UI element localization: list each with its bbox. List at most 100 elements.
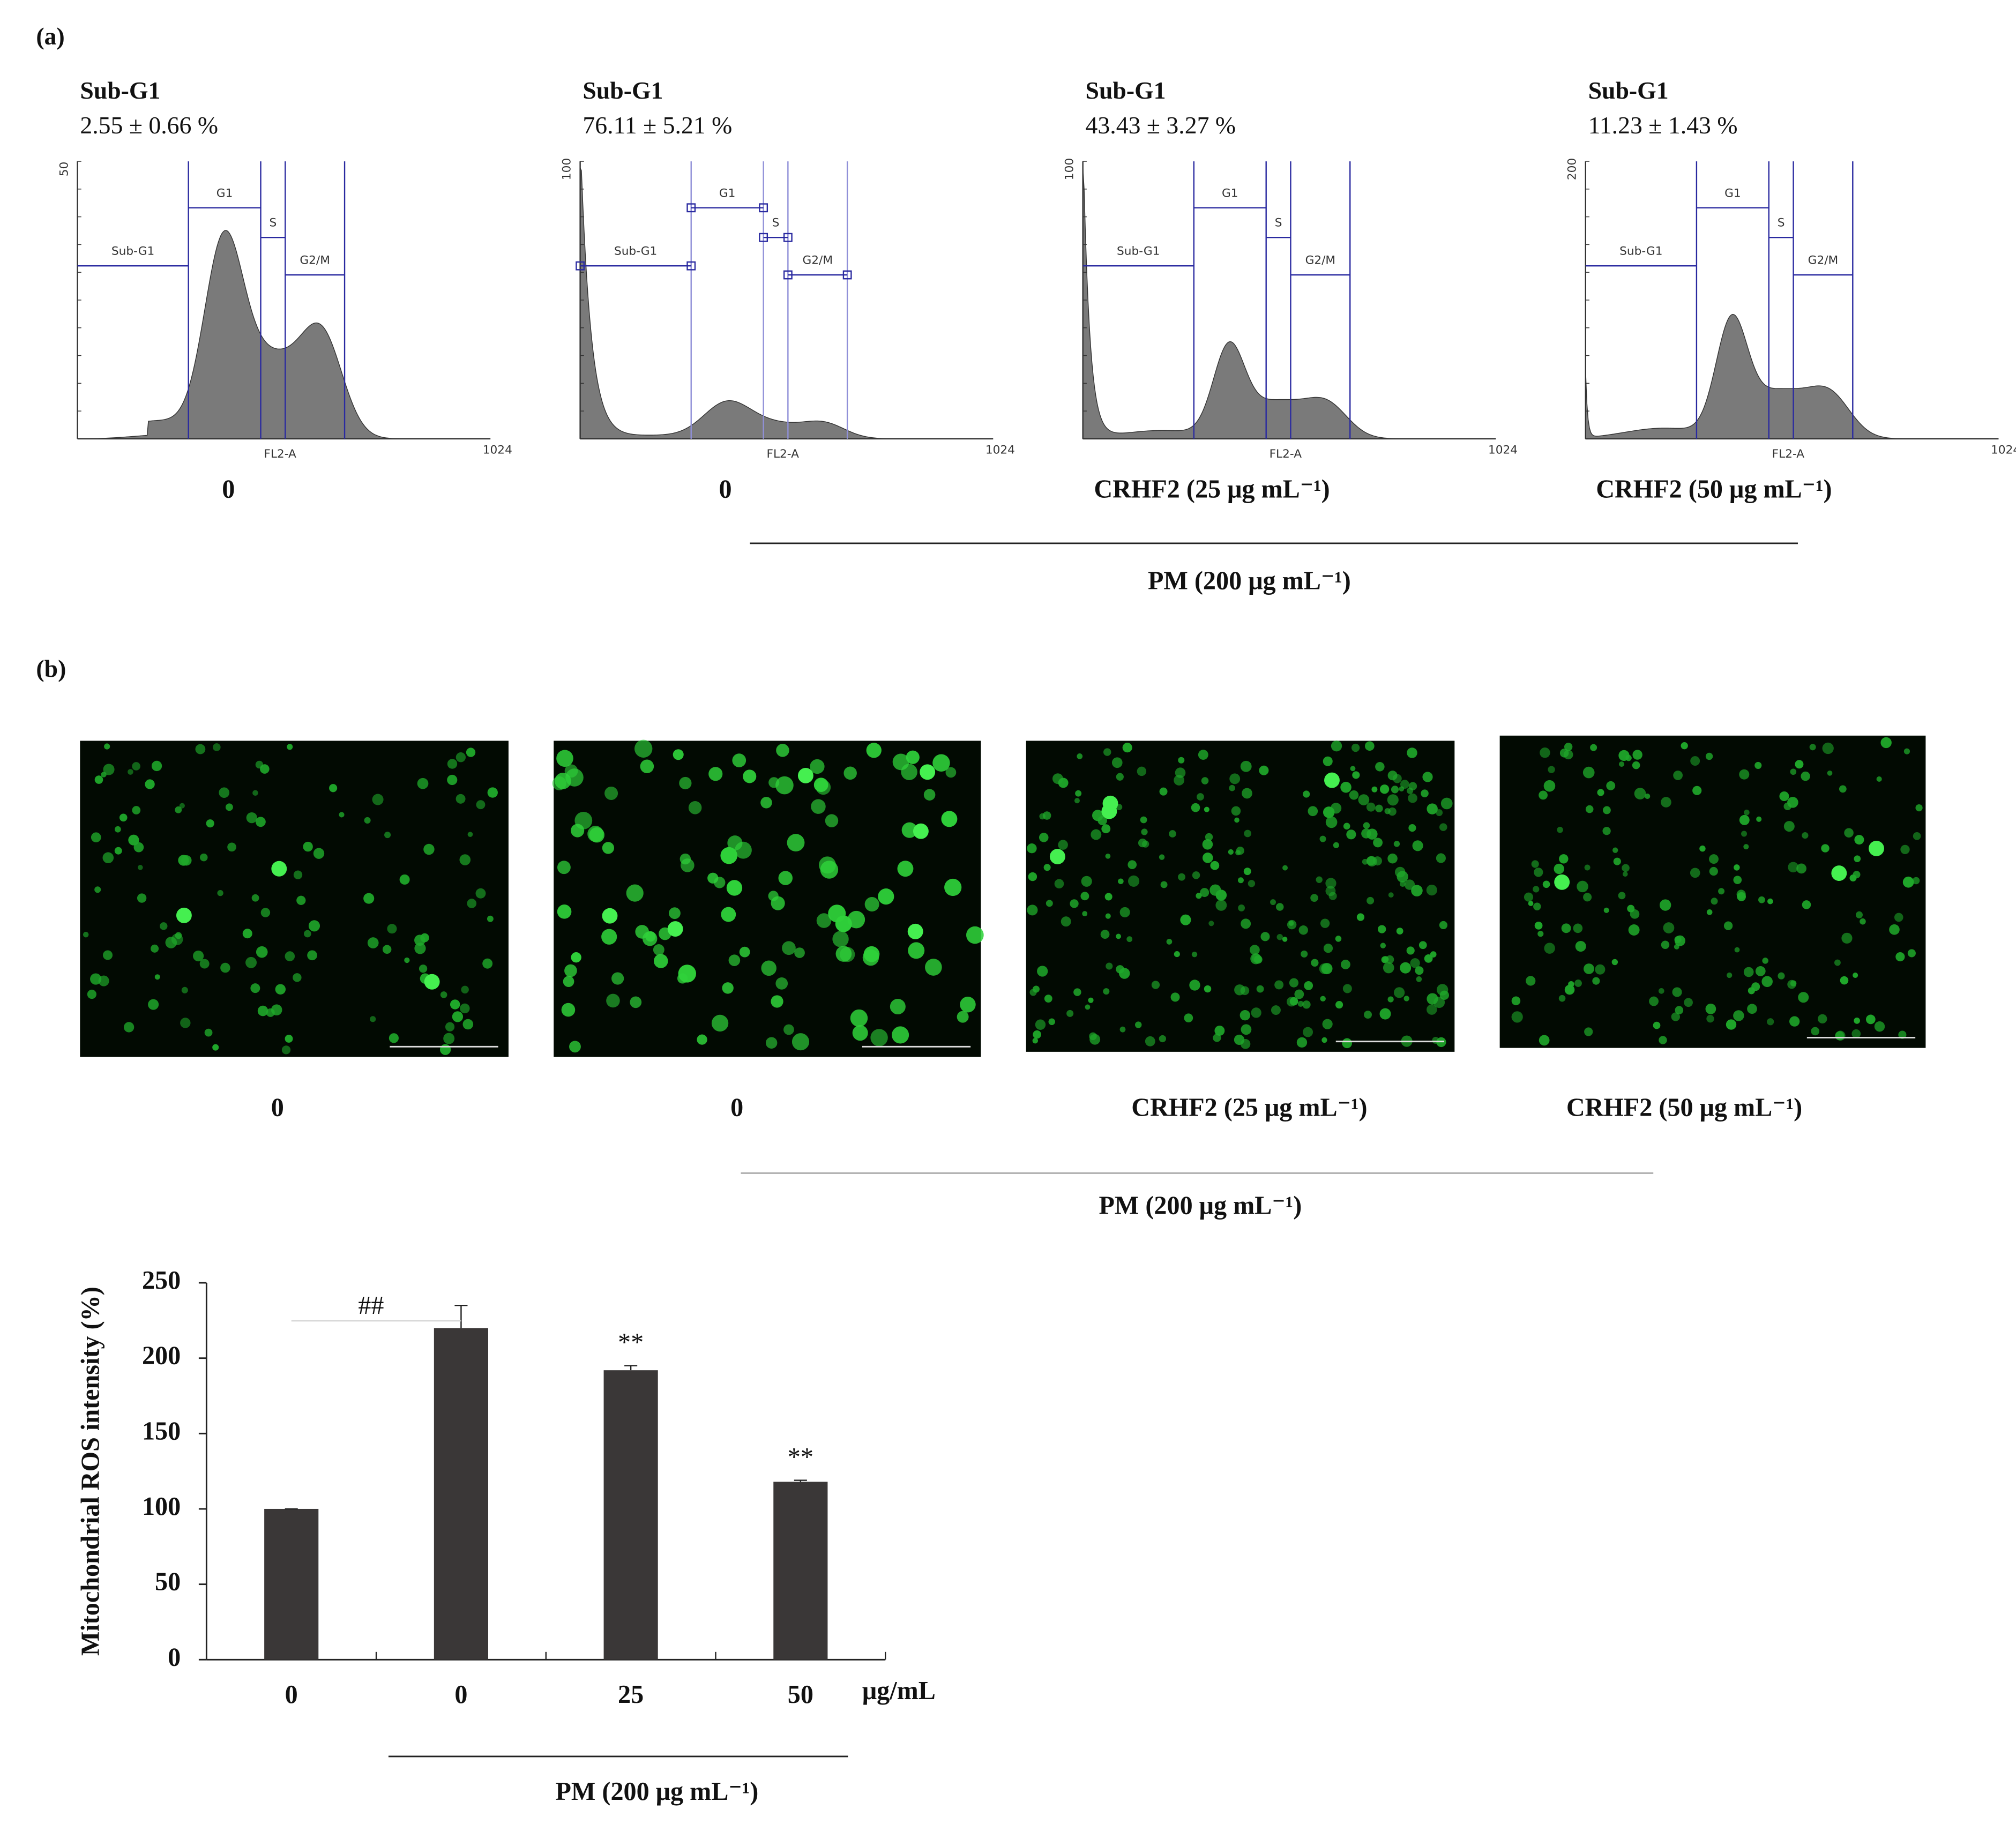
cell — [1100, 930, 1110, 939]
cell — [1534, 922, 1543, 930]
cell — [825, 814, 839, 827]
cell — [1802, 832, 1809, 839]
cell — [1584, 963, 1594, 974]
cell — [1229, 773, 1241, 784]
cell — [1324, 772, 1340, 788]
cell — [1282, 937, 1288, 942]
cell — [1202, 853, 1213, 863]
cell — [1356, 913, 1365, 921]
cell — [1058, 840, 1068, 850]
significance-label: ** — [618, 1328, 644, 1357]
cell — [1628, 924, 1640, 936]
cell — [137, 865, 143, 870]
histogram-title: Sub-G1 — [1086, 77, 1166, 104]
cell — [787, 834, 805, 852]
gate-label: S — [1778, 216, 1785, 230]
cell — [589, 827, 604, 843]
cell — [1228, 849, 1234, 855]
cell — [1585, 805, 1594, 813]
gate-label: G1 — [216, 186, 233, 200]
cell — [1159, 1035, 1167, 1043]
cell — [1416, 976, 1422, 982]
cell — [1649, 996, 1659, 1006]
cell — [1361, 828, 1371, 839]
cell — [782, 941, 796, 955]
cell — [1592, 977, 1600, 985]
cell — [242, 929, 252, 939]
cell — [389, 1033, 399, 1043]
cell — [1795, 760, 1804, 769]
cell — [1798, 992, 1809, 1003]
cell — [160, 922, 168, 930]
cell — [920, 764, 936, 780]
cell — [1403, 996, 1409, 1001]
cell — [1573, 923, 1583, 933]
cell — [1408, 793, 1417, 803]
cell — [1039, 813, 1046, 820]
gate-handle — [783, 233, 793, 242]
cell — [1542, 880, 1550, 888]
cell — [913, 823, 929, 839]
cell — [1137, 766, 1147, 776]
cell — [1734, 864, 1740, 871]
cell — [726, 880, 743, 896]
cell — [1229, 784, 1235, 791]
gate-handle — [576, 261, 585, 271]
cell — [1625, 754, 1632, 761]
cell — [271, 861, 287, 877]
cell — [1128, 860, 1137, 869]
cell — [462, 1019, 474, 1030]
cell — [414, 943, 426, 954]
cell — [1319, 835, 1326, 842]
cell — [569, 1041, 581, 1053]
cell — [404, 957, 410, 963]
cell — [1718, 888, 1725, 895]
cell — [1511, 996, 1521, 1006]
cell — [697, 1034, 707, 1045]
cell — [1208, 921, 1214, 926]
cell — [1727, 972, 1733, 978]
cell — [645, 931, 656, 942]
cell — [1834, 959, 1841, 966]
cell — [1192, 871, 1200, 879]
cell — [1394, 987, 1405, 998]
cell — [1418, 941, 1427, 950]
cell — [1088, 997, 1094, 1003]
cell — [1533, 886, 1540, 893]
cell — [1590, 744, 1597, 751]
cell — [1160, 881, 1168, 888]
cell — [1321, 963, 1333, 975]
cell — [1043, 864, 1051, 871]
cell — [1276, 933, 1283, 940]
cell — [720, 847, 738, 864]
cell — [1029, 989, 1037, 996]
cell — [1118, 878, 1124, 885]
cell — [1675, 1006, 1684, 1015]
cell — [1396, 928, 1403, 935]
cell — [721, 907, 736, 922]
gate-handle — [686, 203, 696, 213]
cell — [1582, 766, 1595, 779]
cell — [94, 886, 101, 893]
sub-g1-value: 11.23 ± 1.43 % — [1588, 111, 1738, 139]
x-axis-label: FL2-A — [1270, 447, 1302, 461]
cell — [1116, 933, 1121, 939]
cell — [1276, 903, 1284, 911]
x-axis-label: FL2-A — [766, 447, 799, 461]
cell — [923, 789, 936, 801]
cell — [206, 819, 214, 828]
y-max-label: 100 — [1063, 158, 1077, 180]
cell — [653, 944, 664, 955]
cell — [1692, 786, 1702, 795]
cell — [1410, 958, 1420, 968]
cell — [293, 870, 303, 879]
cell — [1756, 816, 1762, 822]
cell — [1241, 918, 1251, 929]
cell — [1809, 744, 1816, 751]
cell — [1422, 772, 1433, 782]
cell — [1178, 873, 1185, 881]
cell — [626, 884, 644, 902]
cell — [1320, 918, 1330, 928]
gate-handle — [759, 233, 768, 242]
cell — [1658, 988, 1664, 994]
